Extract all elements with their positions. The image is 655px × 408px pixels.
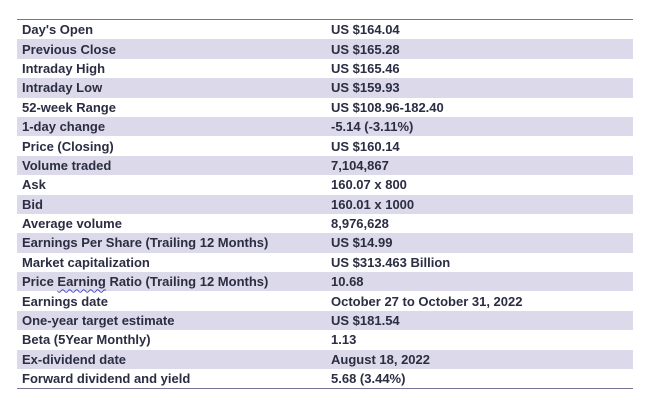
table-row: Market capitalization US $313.463 Billio…	[17, 253, 633, 272]
spellcheck-marked-word: Earning	[57, 274, 106, 290]
table-row: Price Earning Ratio (Trailing 12 Months)…	[17, 272, 633, 292]
table-row: Earnings Per Share (Trailing 12 Months) …	[17, 233, 633, 253]
row-label: Forward dividend and yield	[22, 371, 191, 387]
row-value: US $164.04	[331, 22, 400, 38]
row-label-start: Price	[22, 274, 58, 290]
row-label: Intraday High	[22, 60, 106, 76]
table-row: Beta (5Year Monthly) 1.13	[17, 330, 633, 349]
row-label: Volume traded	[22, 157, 112, 173]
row-label: Price (Closing)	[22, 138, 114, 154]
table-row: Intraday Low US $159.93	[17, 78, 633, 98]
row-label: Beta (5Year Monthly)	[22, 332, 151, 348]
row-value: 5.68 (3.44%)	[331, 371, 406, 387]
row-label: Bid	[22, 196, 43, 212]
table-row: Ex-dividend date August 18, 2022	[17, 349, 633, 370]
row-value: US $181.54	[331, 313, 400, 329]
table-row: One-year target estimate US $181.54	[17, 310, 633, 331]
row-value: US $165.28	[331, 41, 400, 57]
row-value: 160.01 x 1000	[331, 196, 415, 212]
row-label: 1-day change	[22, 119, 106, 135]
row-label: Intraday Low	[22, 80, 103, 96]
row-value: -5.14 (-3.11%)	[331, 119, 414, 135]
table-row: 52-week Range US $108.96-182.40	[17, 98, 633, 117]
table-row: Volume traded 7,104,867	[17, 155, 633, 176]
table-row: Previous Close US $165.28	[17, 39, 633, 59]
row-value: 8,976,628	[331, 216, 389, 232]
row-label: Ex-dividend date	[22, 351, 127, 367]
row-value: US $14.99	[331, 235, 393, 251]
row-value: US $108.96-182.40	[331, 99, 444, 115]
row-label: Market capitalization	[22, 254, 150, 270]
row-label: Average volume	[22, 216, 122, 232]
row-value: 1.13	[331, 332, 357, 348]
table-row: Intraday High US $165.46	[17, 59, 633, 78]
row-label: 52-week Range	[22, 99, 116, 115]
row-value: US $160.14	[331, 138, 400, 154]
row-value: 7,104,867	[331, 157, 389, 173]
table-row: 1-day change -5.14 (-3.11%)	[17, 116, 633, 137]
row-label: Previous Close	[22, 41, 116, 57]
row-value: October 27 to October 31, 2022	[331, 293, 523, 309]
row-label: Earnings Per Share (Trailing 12 Months)	[22, 235, 269, 251]
row-value: US $165.46	[331, 60, 400, 76]
table-row: Average volume 8,976,628	[17, 214, 633, 233]
row-value: US $159.93	[331, 80, 400, 96]
row-value: 160.07 x 800	[331, 177, 407, 193]
row-label: Price Earning Ratio (Trailing 12 Months)	[17, 274, 325, 289]
row-label: Ask	[22, 177, 46, 193]
table-row: Forward dividend and yield 5.68 (3.44%)	[17, 369, 633, 388]
row-label: One-year target estimate	[22, 313, 175, 329]
row-value: US $313.463 Billion	[331, 254, 451, 270]
row-value: August 18, 2022	[331, 351, 430, 367]
stock-stats-table: Day's Open US $164.04 Previous Close US …	[17, 19, 633, 390]
row-label: Earnings date	[22, 293, 108, 309]
row-label-end: Ratio (Trailing 12 Months)	[105, 274, 269, 290]
table-row: Day's Open US $164.04	[17, 20, 633, 39]
table-row: Price (Closing) US $160.14	[17, 136, 633, 155]
row-label: Day's Open	[22, 22, 94, 38]
table-row: Ask 160.07 x 800	[17, 175, 633, 194]
table-row: Bid 160.01 x 1000	[17, 194, 633, 214]
row-value: 10.68	[331, 274, 364, 290]
table-row: Earnings date October 27 to October 31, …	[17, 291, 633, 310]
